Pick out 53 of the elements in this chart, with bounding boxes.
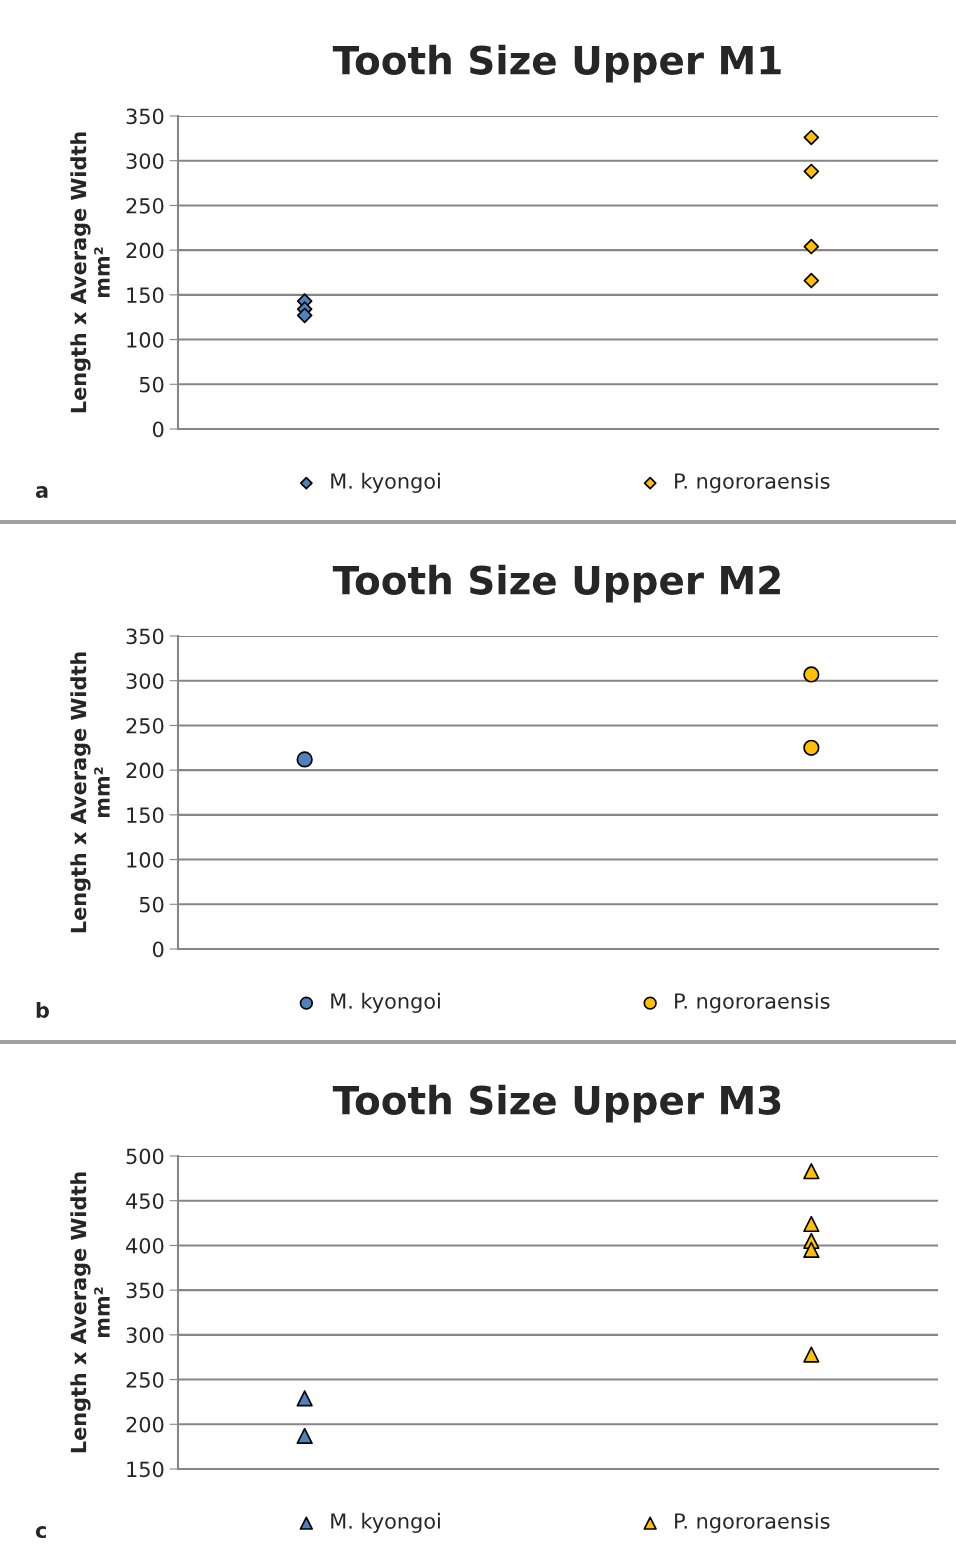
y-tick-label: 350 (126, 108, 164, 125)
point (803, 129, 820, 146)
y-tick-label: 250 (126, 1372, 164, 1388)
text: a (35, 486, 48, 499)
y-tick-label: 100 (127, 852, 164, 868)
y-tick-label: 300 (126, 153, 164, 169)
y-tick-label: 250 (126, 717, 164, 734)
point (296, 307, 313, 324)
point (803, 1163, 820, 1180)
y-tick-label: 200 (126, 1416, 164, 1433)
y-tick-label: 350 (126, 1282, 164, 1299)
point (803, 1215, 820, 1233)
y-tick-label: 250 (126, 197, 164, 214)
text: c (35, 1526, 46, 1539)
point (803, 1346, 820, 1363)
text: b (36, 1001, 49, 1019)
point (803, 238, 820, 255)
y-tick-label: 500 (126, 1148, 164, 1165)
y-axis-title: Length x Average Width mm² (70, 1172, 110, 1453)
y-tick-label: 200 (126, 762, 164, 779)
y-tick-label: 50 (139, 896, 164, 913)
y-tick-label: 100 (127, 332, 164, 348)
point (803, 666, 820, 683)
point (296, 1427, 313, 1445)
chart-title: Tooth Size Upper M3 (332, 1084, 781, 1123)
y-tick-label: 150 (127, 807, 164, 824)
y-tick-label: 300 (126, 1327, 164, 1344)
legend-label: P. ngororaensis (675, 1512, 830, 1533)
y-axis-title: Length x Average Width mm² (70, 652, 110, 933)
y-tick-label: 350 (126, 628, 164, 645)
y-tick-label: 200 (126, 242, 164, 259)
legend-label: M. kyongoi (331, 472, 440, 493)
legend-label: P. ngororaensis (675, 472, 830, 493)
chart-title: Tooth Size Upper M1 (332, 44, 781, 83)
legend-label: P. ngororaensis (675, 992, 830, 1013)
y-tick-label: 0 (152, 421, 164, 438)
point (296, 751, 313, 768)
legend-label: M. kyongoi (331, 1512, 440, 1533)
y-tick-label: 150 (127, 287, 164, 304)
y-tick-label: 150 (127, 1461, 164, 1478)
point (803, 1241, 820, 1259)
y-tick-label: 400 (126, 1237, 164, 1254)
point (803, 739, 820, 756)
y-tick-label: 0 (152, 941, 164, 958)
y-tick-label: 300 (126, 673, 164, 689)
point (803, 163, 820, 180)
legend-label: M. kyongoi (331, 992, 440, 1013)
y-axis-title: Length x Average Width mm² (70, 132, 110, 413)
point (296, 1390, 313, 1407)
chart-title: Tooth Size Upper M2 (332, 564, 780, 603)
point (803, 272, 820, 289)
y-tick-label: 50 (139, 376, 164, 393)
y-tick-label: 450 (126, 1193, 164, 1209)
